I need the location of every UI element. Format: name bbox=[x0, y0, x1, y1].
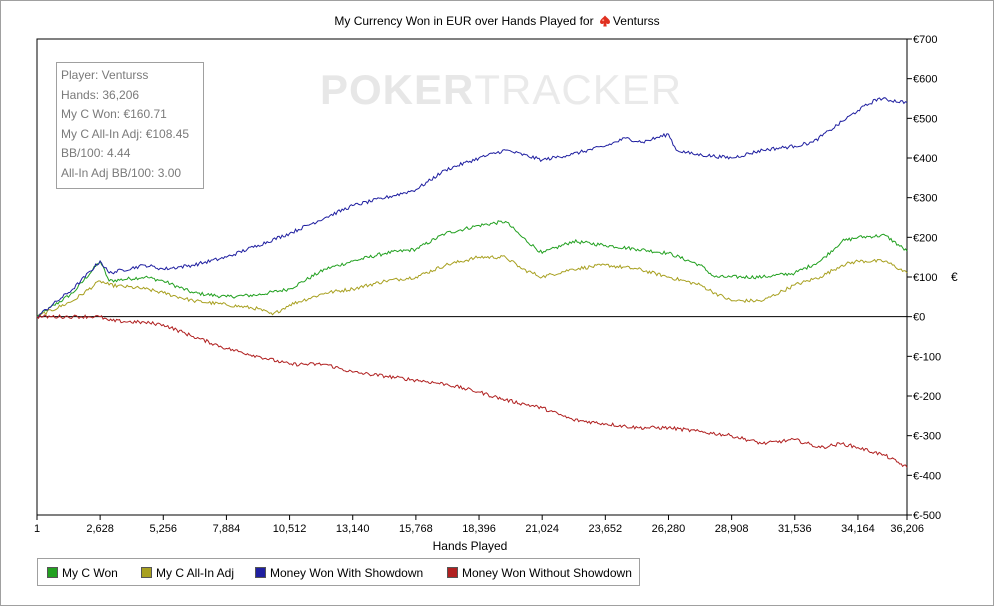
series-line-money-won-without-showdown bbox=[36, 314, 908, 468]
legend-item-my-c-won[interactable]: My C Won bbox=[47, 566, 118, 580]
legend-swatch bbox=[47, 567, 58, 578]
legend: My C Won My C All-In Adj Money Won With … bbox=[37, 558, 640, 586]
legend-item-without-showdown[interactable]: Money Won Without Showdown bbox=[447, 566, 632, 580]
x-tick-label: 31,536 bbox=[778, 523, 812, 535]
y-tick-label: €600 bbox=[913, 74, 937, 86]
series-layer bbox=[36, 97, 908, 468]
stat-all-in-bb100: All-In Adj BB/100: 3.00 bbox=[61, 165, 182, 180]
legend-swatch bbox=[141, 567, 152, 578]
y-tick-label: €400 bbox=[913, 153, 937, 165]
x-tick-label: 13,140 bbox=[336, 523, 370, 535]
x-axis-ticks: 1 2,628 5,256 7,884 10,512 13,140 15,768 18,396… bbox=[34, 515, 924, 535]
legend-item-all-in-adj[interactable]: My C All-In Adj bbox=[141, 566, 234, 580]
y-tick-label: €-500 bbox=[913, 510, 941, 522]
stat-all-in-adj: My C All-In Adj: €108.45 bbox=[61, 126, 190, 141]
y-tick-label: €100 bbox=[913, 272, 937, 284]
stat-player: Player: Venturss bbox=[61, 68, 149, 82]
x-tick-label: 5,256 bbox=[150, 523, 178, 535]
x-tick-label: 36,206 bbox=[890, 523, 924, 535]
x-tick-label: 26,280 bbox=[652, 523, 686, 535]
chart-title: My Currency Won in EUR over Hands Played… bbox=[0, 14, 994, 28]
x-tick-label: 2,628 bbox=[86, 523, 114, 535]
x-tick-label: 23,652 bbox=[589, 523, 623, 535]
x-tick-label: 18,396 bbox=[462, 523, 496, 535]
watermark-logo: POKERTRACKER bbox=[320, 66, 683, 113]
x-tick-label: 28,908 bbox=[715, 523, 749, 535]
x-tick-label: 15,768 bbox=[399, 523, 433, 535]
y-tick-label: €0 bbox=[913, 312, 925, 324]
stats-box: Player: Venturss Hands: 36,206 My C Won:… bbox=[56, 62, 204, 189]
spade-icon bbox=[599, 15, 610, 27]
series-line-my-c-won bbox=[36, 220, 908, 318]
y-axis-label: € bbox=[951, 270, 958, 284]
stat-bb100: BB/100: 4.44 bbox=[61, 146, 131, 160]
legend-swatch bbox=[255, 567, 266, 578]
y-tick-label: €-300 bbox=[913, 431, 941, 443]
player-name: Venturss bbox=[612, 14, 660, 28]
y-tick-label: €-100 bbox=[913, 351, 941, 363]
y-tick-label: €300 bbox=[913, 193, 937, 205]
x-tick-label: 34,164 bbox=[841, 523, 875, 535]
stat-won: My C Won: €160.71 bbox=[61, 107, 167, 121]
series-line-money-won-with-showdown bbox=[36, 97, 908, 318]
x-tick-label: 10,512 bbox=[273, 523, 307, 535]
y-tick-label: €200 bbox=[913, 232, 937, 244]
series-line-my-c-all-in-adj bbox=[36, 254, 908, 318]
x-tick-label: 7,884 bbox=[213, 523, 241, 535]
x-tick-label: 1 bbox=[34, 523, 40, 535]
x-tick-label: 21,024 bbox=[525, 523, 559, 535]
y-tick-label: €-400 bbox=[913, 470, 941, 482]
legend-item-with-showdown[interactable]: Money Won With Showdown bbox=[255, 566, 423, 580]
y-tick-label: €-200 bbox=[913, 391, 941, 403]
y-tick-label: €500 bbox=[913, 113, 937, 125]
stat-hands: Hands: 36,206 bbox=[61, 87, 140, 102]
x-axis-label: Hands Played bbox=[432, 539, 508, 553]
y-tick-label: €700 bbox=[913, 34, 937, 46]
legend-swatch bbox=[447, 567, 458, 578]
chart-title-text: My Currency Won in EUR over Hands Played… bbox=[334, 14, 594, 28]
y-axis-ticks: €700 €600 €500 €400 €300 €200 €100 €0 €-100 €-200… bbox=[907, 34, 941, 522]
